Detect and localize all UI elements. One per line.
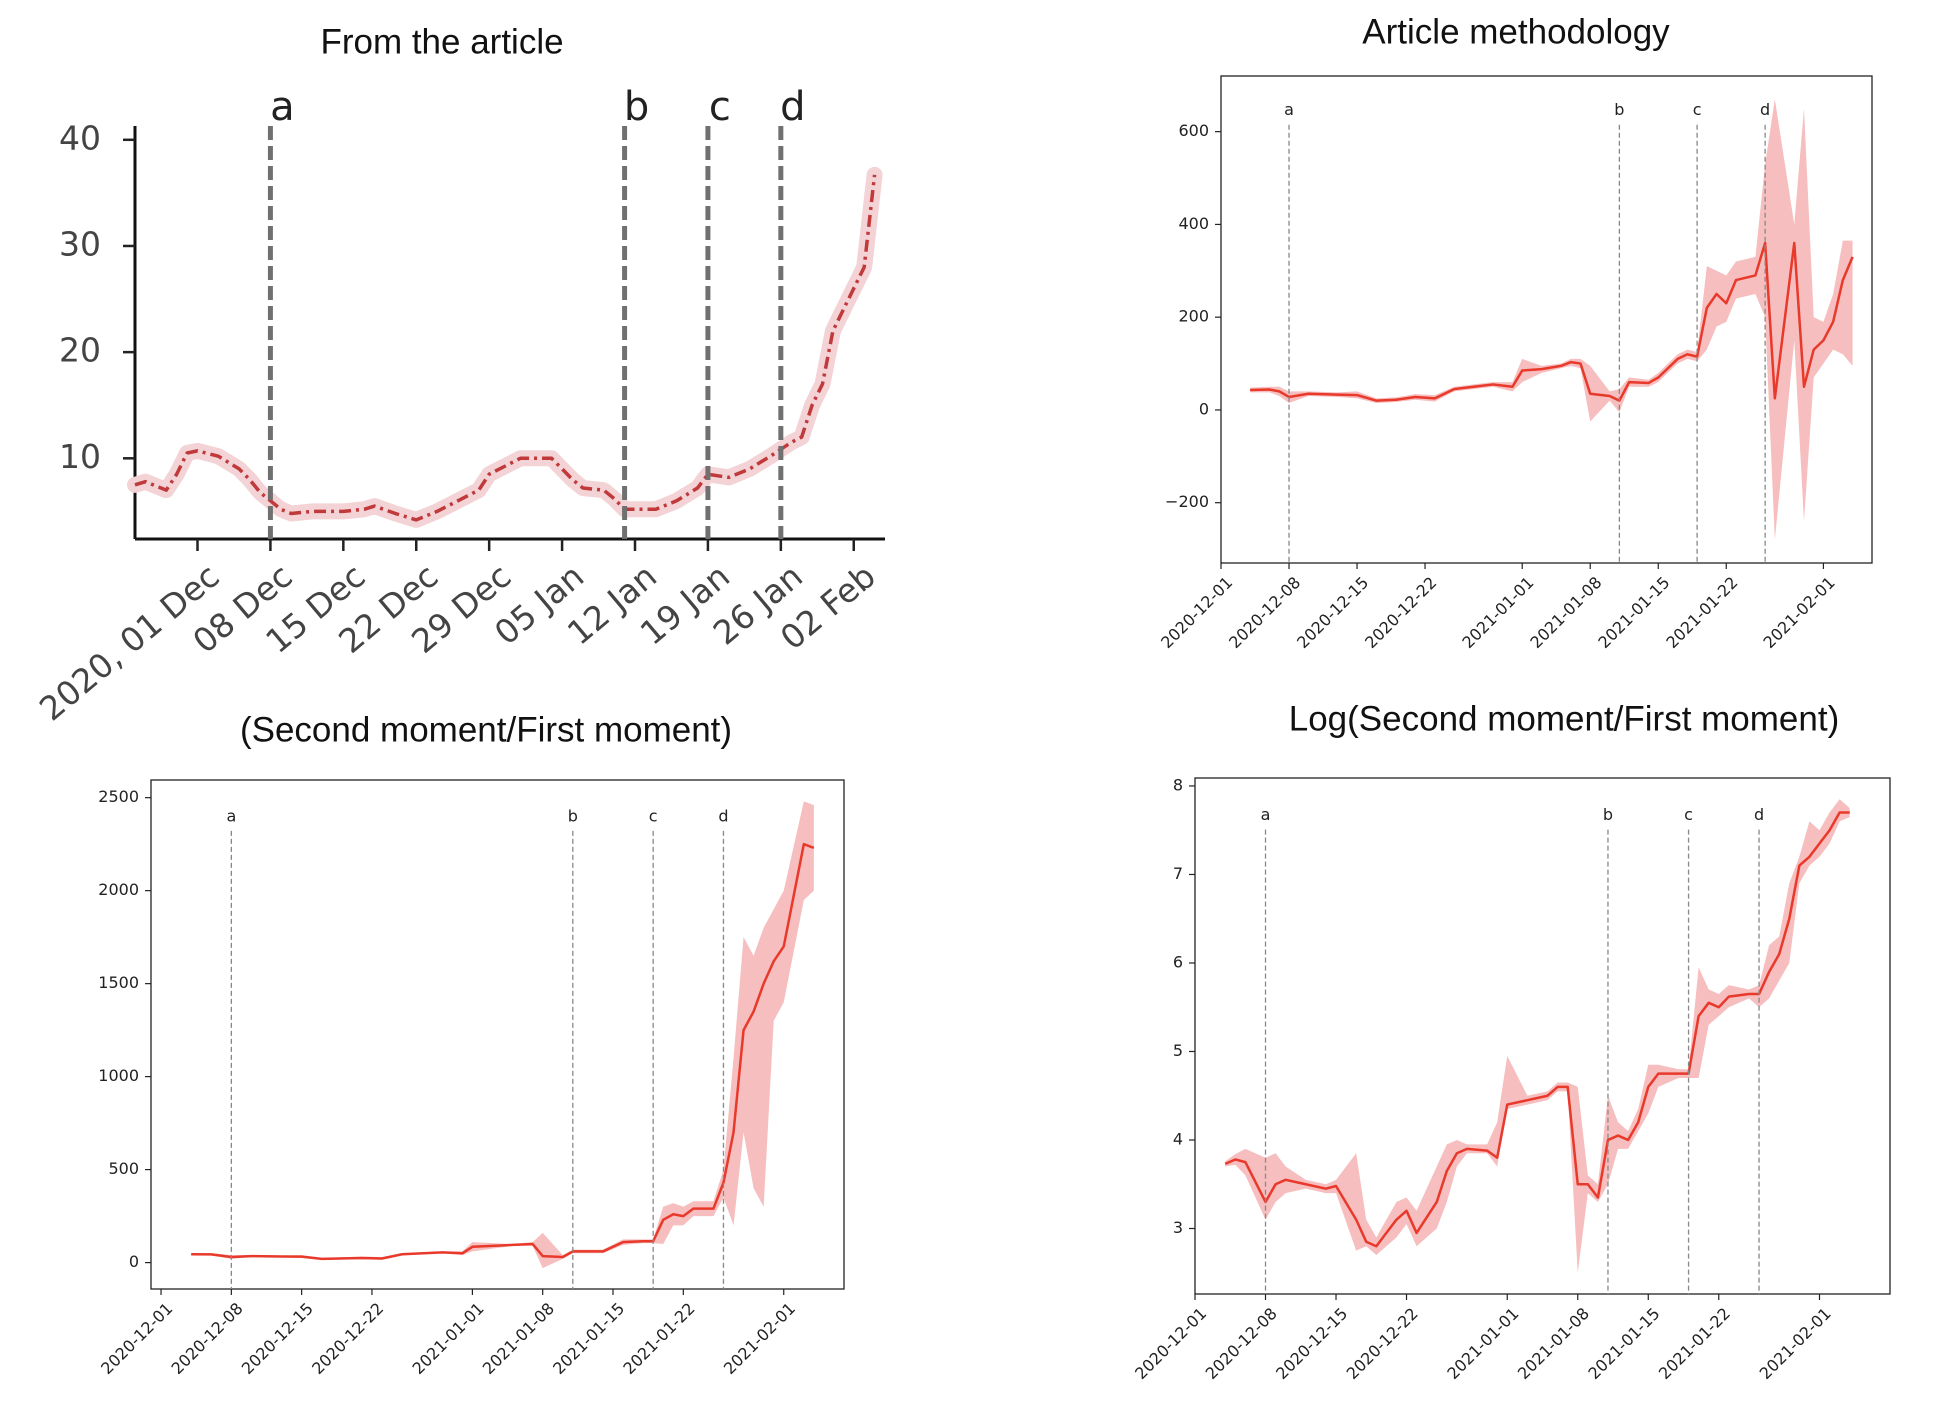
y-tick-label: 7 [1173,864,1183,883]
chart-title: From the article [320,22,563,61]
confidence-band [191,801,814,1269]
x-tick-label: 2021-01-22 [1655,1304,1734,1383]
x-tick-label: 2020-12-22 [308,1299,387,1378]
plot-frame [150,779,845,1290]
event-label: b [624,84,649,130]
chart-title: (Second moment/First moment) [240,710,732,749]
x-tick-label: 2020-12-01 [97,1299,176,1378]
x-tick-label: 2021-01-01 [1458,573,1537,652]
y-tick-label: 400 [1178,214,1209,233]
x-tick-label: 2021-01-22 [619,1299,698,1378]
event-label: c [1684,805,1693,824]
y-tick-label: 600 [1178,121,1209,140]
x-tick-label: 2020-12-15 [1293,573,1372,652]
y-tick-label: 1500 [98,973,139,992]
y-tick-label: 500 [108,1159,139,1178]
y-tick-label: 8 [1173,775,1183,794]
event-label: b [1603,805,1613,824]
y-tick-label: 30 [59,224,101,263]
event-label: a [1284,100,1294,119]
chart-title: Log(Second moment/First moment) [1289,699,1839,738]
x-tick-label: 2021-02-01 [1760,573,1839,652]
x-tick-label: 2020-12-15 [238,1299,317,1378]
event-label: b [1614,100,1624,119]
x-tick-label: 2021-01-08 [1526,573,1605,652]
x-tick-label: 2021-01-01 [1443,1304,1522,1383]
y-tick-label: 0 [1199,399,1209,418]
x-tick-label: 2021-01-08 [479,1299,558,1378]
chart-title: Article methodology [1362,12,1670,51]
x-tick-label: 2020-12-01 [1131,1304,1210,1383]
x-tick-label: 2020-12-08 [1202,1304,1281,1383]
x-tick-label: 2021-01-01 [409,1299,488,1378]
event-label: d [718,806,728,825]
y-tick-label: 2000 [98,880,139,899]
confidence-band [1225,799,1850,1273]
y-tick-label: 1000 [98,1066,139,1085]
y-tick-label: 20 [59,331,101,370]
x-tick-label: 2021-01-22 [1662,573,1741,652]
event-label: d [780,84,805,130]
x-tick-label: 2020-12-22 [1361,573,1440,652]
y-tick-label: 2500 [98,787,139,806]
x-tick-label: 2020-12-08 [167,1299,246,1378]
event-label: d [1754,805,1764,824]
x-tick-label: 2020-12-22 [1343,1304,1422,1383]
x-tick-label: 2021-01-15 [549,1299,628,1378]
data-line [134,174,877,522]
event-label: c [649,806,658,825]
x-tick-label: 2021-02-01 [720,1299,799,1378]
y-tick-label: 0 [129,1252,139,1271]
event-label: b [568,806,578,825]
plot-frame [1194,777,1891,1295]
y-tick-label: 4 [1173,1129,1183,1148]
plot-frame [1220,75,1873,564]
confidence-band [1250,99,1853,540]
event-label: c [709,84,731,130]
data-line [191,842,815,1261]
x-tick-label: 2021-01-08 [1514,1304,1593,1383]
data-line [1250,241,1854,402]
y-tick-label: 5 [1173,1041,1183,1060]
event-label: a [1261,805,1271,824]
x-tick-label: 2021-01-15 [1584,1304,1663,1383]
y-tick-label: 200 [1178,307,1209,326]
event-label: a [270,84,295,130]
x-tick-label: 2020-12-08 [1225,573,1304,652]
event-label: a [226,806,236,825]
y-tick-label: 3 [1173,1218,1183,1237]
y-tick-label: −200 [1165,492,1209,511]
x-tick-label: 2020-12-15 [1272,1304,1351,1383]
y-tick-label: 40 [59,118,101,157]
x-tick-label: 2021-02-01 [1756,1304,1835,1383]
x-tick-label: 2021-01-15 [1594,573,1673,652]
y-tick-label: 6 [1173,952,1183,971]
y-tick-label: 10 [59,437,101,476]
data-line [1224,811,1850,1248]
x-tick-label: 2020-12-01 [1157,573,1236,652]
event-label: c [1693,100,1702,119]
event-label: d [1760,100,1770,119]
